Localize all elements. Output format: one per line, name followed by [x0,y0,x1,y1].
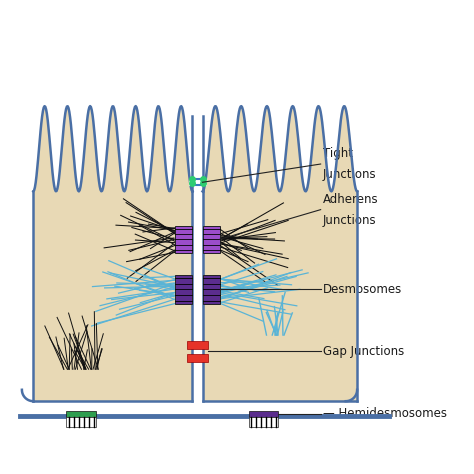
Text: Junctions: Junctions [323,214,376,227]
Bar [66,411,96,417]
Bar [249,417,278,427]
Text: Adherens: Adherens [323,193,379,206]
Text: Gap Junctions: Gap Junctions [323,345,404,358]
Text: Junctions: Junctions [323,168,376,181]
Bar [249,411,278,417]
Bar [175,274,192,304]
Bar [202,226,220,253]
Text: — Hemidesmosomes: — Hemidesmosomes [323,407,447,420]
Bar [187,340,208,349]
Polygon shape [202,106,357,401]
Text: Tight: Tight [323,147,353,160]
Text: Desmosomes: Desmosomes [323,283,402,296]
Bar [175,226,192,253]
Bar [187,354,208,363]
Polygon shape [33,106,192,401]
Bar [192,126,202,406]
Bar [66,417,96,427]
Bar [202,274,220,304]
